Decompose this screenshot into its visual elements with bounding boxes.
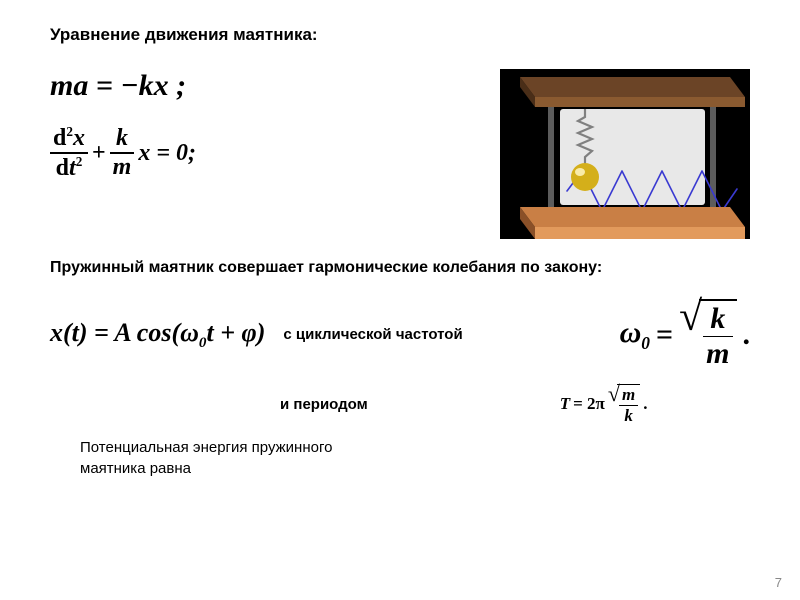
heading-equation-of-motion: Уравнение движения маятника: xyxy=(50,25,750,45)
top-slab-icon xyxy=(520,77,745,107)
label-cyclic-frequency: с циклической частотой xyxy=(283,326,462,343)
equations-block: ma = −kx ; d2x dt2 + k m x = 0; xyxy=(50,69,460,211)
equation-newtons-law: ma = −kx ; xyxy=(50,69,460,103)
note-potential-energy: Потенциальная энергия пружинного маятник… xyxy=(80,437,750,479)
top-row: ma = −kx ; d2x dt2 + k m x = 0; xyxy=(50,69,750,239)
period-row: и периодом T = 2π √ m k . xyxy=(280,384,750,425)
x-var: x xyxy=(73,125,85,151)
equation-period: T = 2π √ m k . xyxy=(560,384,648,425)
equation-solution: x(t) = A cos(ω0t + φ) xyxy=(50,318,265,352)
d-symbol: d xyxy=(53,125,66,151)
x-equals-zero: x = 0; xyxy=(138,140,196,167)
subheading-harmonic-law: Пружинный маятник совершает гармонически… xyxy=(50,257,750,279)
left-post-icon xyxy=(548,107,554,209)
k-var: k xyxy=(113,126,131,151)
plus-sign: + xyxy=(92,140,106,167)
power-2-den: 2 xyxy=(76,154,83,169)
pendulum-ball-icon xyxy=(571,163,599,191)
pendulum-figure xyxy=(500,69,750,239)
m-var: m xyxy=(110,155,135,180)
page-number: 7 xyxy=(775,575,782,590)
power-2: 2 xyxy=(66,124,73,139)
law-row: x(t) = A cos(ω0t + φ) с циклической част… xyxy=(50,299,750,370)
d-symbol-den: d xyxy=(56,155,69,181)
t-var: t xyxy=(69,155,76,181)
equation-omega0: ω0 = √ k m . xyxy=(620,299,750,370)
label-period: и периодом xyxy=(280,396,368,413)
bottom-slab-icon xyxy=(520,207,745,239)
equation-differential: d2x dt2 + k m x = 0; xyxy=(50,125,460,181)
